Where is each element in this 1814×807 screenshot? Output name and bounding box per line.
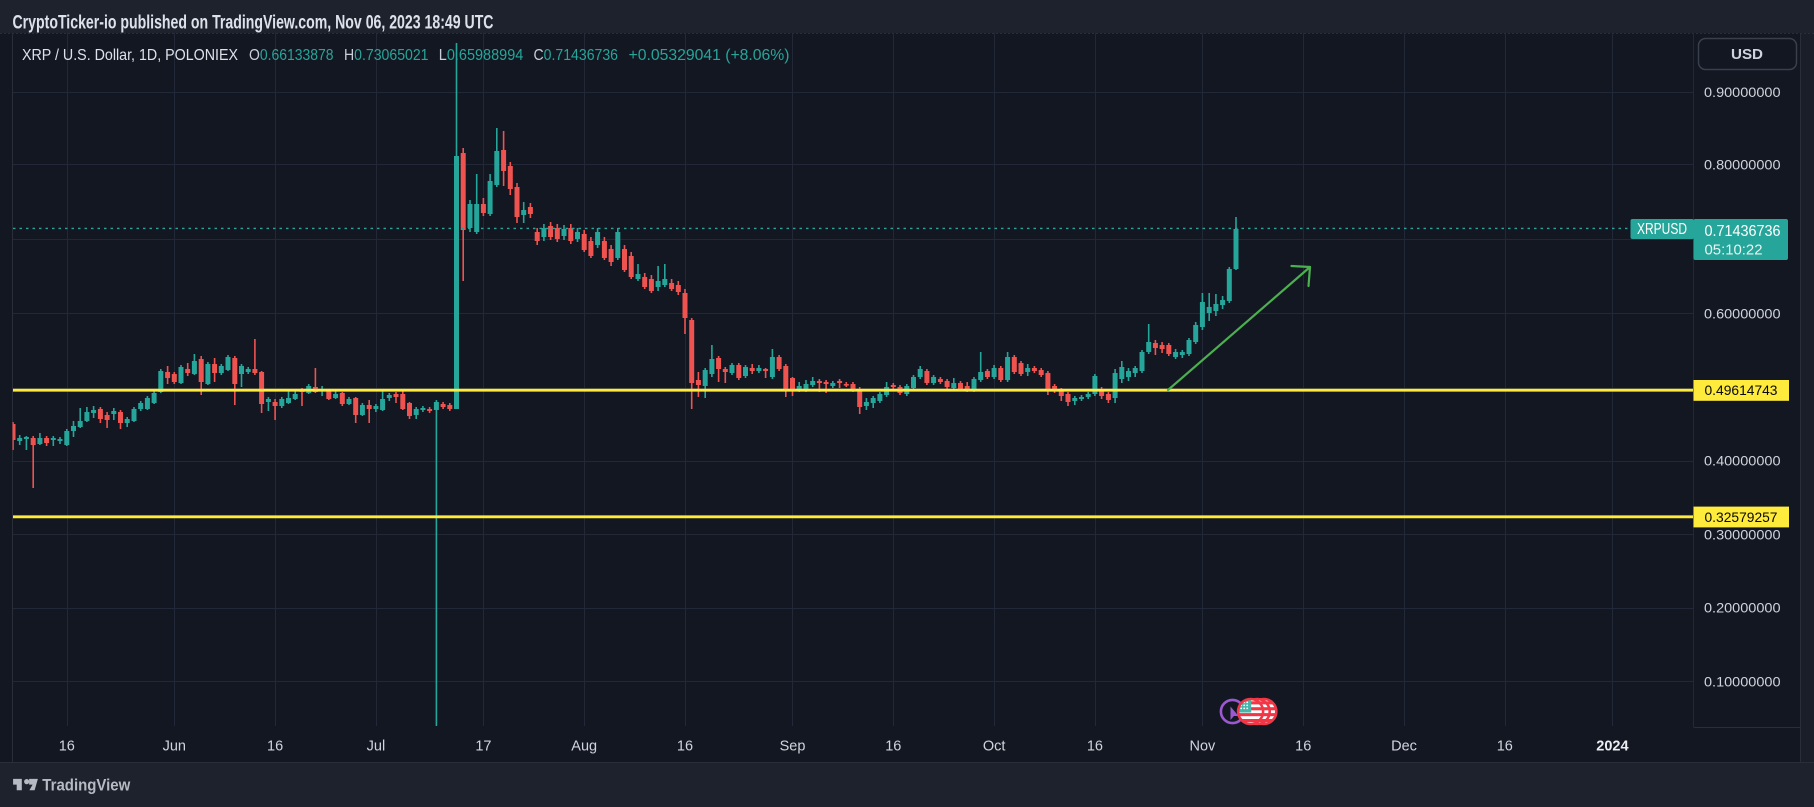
svg-text:2024: 2024 — [1596, 739, 1628, 755]
svg-text:0.49614743: 0.49614743 — [1705, 382, 1778, 398]
svg-text:16: 16 — [59, 739, 75, 755]
svg-text:Sep: Sep — [780, 739, 806, 755]
svg-text:O0.66133878: O0.66133878 — [249, 47, 334, 64]
svg-text:TradingView: TradingView — [42, 776, 131, 795]
svg-text:Jun: Jun — [163, 739, 186, 755]
svg-text:USD: USD — [1731, 46, 1763, 63]
svg-text:16: 16 — [1295, 739, 1311, 755]
svg-text:Dec: Dec — [1391, 739, 1417, 755]
svg-text:0.80000000: 0.80000000 — [1704, 156, 1781, 172]
svg-text:0.90000000: 0.90000000 — [1704, 84, 1781, 100]
svg-text:Nov: Nov — [1190, 739, 1217, 755]
svg-text:Aug: Aug — [571, 739, 597, 755]
svg-text:XRP / U.S. Dollar, 1D, POLONIE: XRP / U.S. Dollar, 1D, POLONIEX — [22, 47, 238, 64]
svg-text:16: 16 — [1087, 739, 1103, 755]
svg-text:16: 16 — [1497, 739, 1513, 755]
svg-text:H0.73065021: H0.73065021 — [344, 47, 429, 64]
svg-text:17: 17 — [475, 739, 491, 755]
svg-text:C0.71436736: C0.71436736 — [534, 47, 619, 64]
svg-text:Jul: Jul — [367, 739, 386, 755]
svg-text:+0.05329041 (+8.06%): +0.05329041 (+8.06%) — [629, 47, 790, 64]
svg-text:16: 16 — [677, 739, 693, 755]
svg-text:16: 16 — [267, 739, 283, 755]
svg-text:0.40000000: 0.40000000 — [1704, 453, 1781, 469]
svg-text:0.60000000: 0.60000000 — [1704, 305, 1781, 321]
svg-text:XRPUSD: XRPUSD — [1637, 221, 1687, 238]
svg-text:0.10000000: 0.10000000 — [1704, 673, 1781, 689]
svg-text:Oct: Oct — [983, 739, 1006, 755]
svg-text:05:10:22: 05:10:22 — [1705, 242, 1763, 259]
svg-text:0.30000000: 0.30000000 — [1704, 526, 1781, 542]
svg-text:16: 16 — [885, 739, 901, 755]
svg-text:L0.65988994: L0.65988994 — [439, 47, 524, 64]
svg-text:0.20000000: 0.20000000 — [1704, 600, 1781, 616]
svg-text:0.71436736: 0.71436736 — [1705, 223, 1781, 240]
svg-text:0.32579257: 0.32579257 — [1705, 509, 1778, 525]
svg-text:CryptoTicker-io published on T: CryptoTicker-io published on TradingView… — [13, 13, 494, 34]
